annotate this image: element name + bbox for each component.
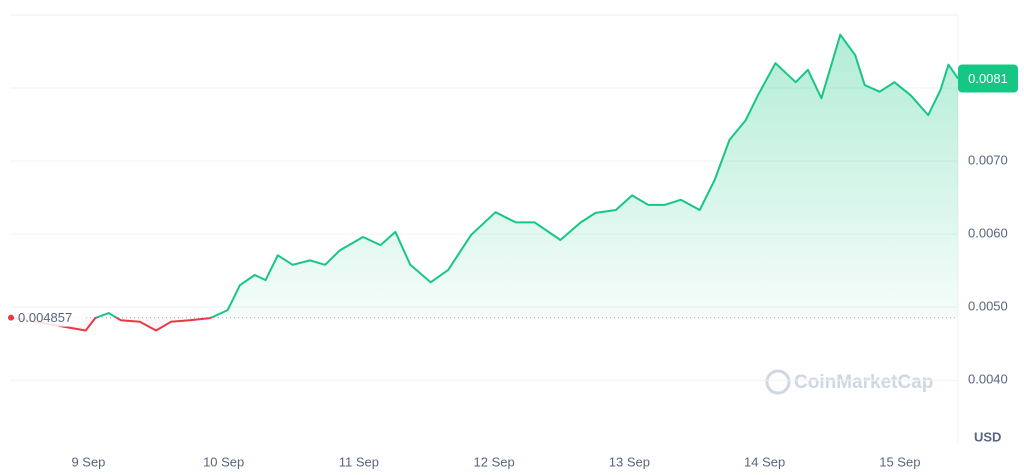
currency-label: USD — [974, 429, 1001, 444]
watermark: CoinMarketCap — [765, 369, 933, 395]
y-tick-label: 0.0040 — [968, 372, 1008, 387]
baseline-label: 0.004857 — [18, 310, 72, 325]
price-line — [9, 33, 959, 332]
x-tick-label: 12 Sep — [474, 454, 515, 469]
y-tick-label: 0.0070 — [968, 153, 1008, 168]
x-tick-label: 11 Sep — [339, 454, 379, 469]
watermark-text: CoinMarketCap — [794, 372, 933, 393]
y-tick-label: 0.0060 — [968, 226, 1008, 241]
x-tick-label: 15 Sep — [879, 454, 920, 469]
watermark-logo — [765, 369, 791, 395]
current-price-badge — [958, 64, 1018, 93]
baseline-dot — [8, 314, 14, 321]
baseline-label-bg — [14, 308, 84, 327]
x-tick-label: 14 Sep — [744, 454, 785, 469]
x-tick-label: 10 Sep — [203, 454, 244, 469]
x-tick-label: 9 Sep — [71, 454, 105, 469]
area-fill — [10, 34, 958, 331]
y-tick-label: 0.0050 — [968, 299, 1008, 314]
x-tick-label: 13 Sep — [609, 454, 650, 469]
current-price-label: 0.0081 — [968, 71, 1008, 86]
